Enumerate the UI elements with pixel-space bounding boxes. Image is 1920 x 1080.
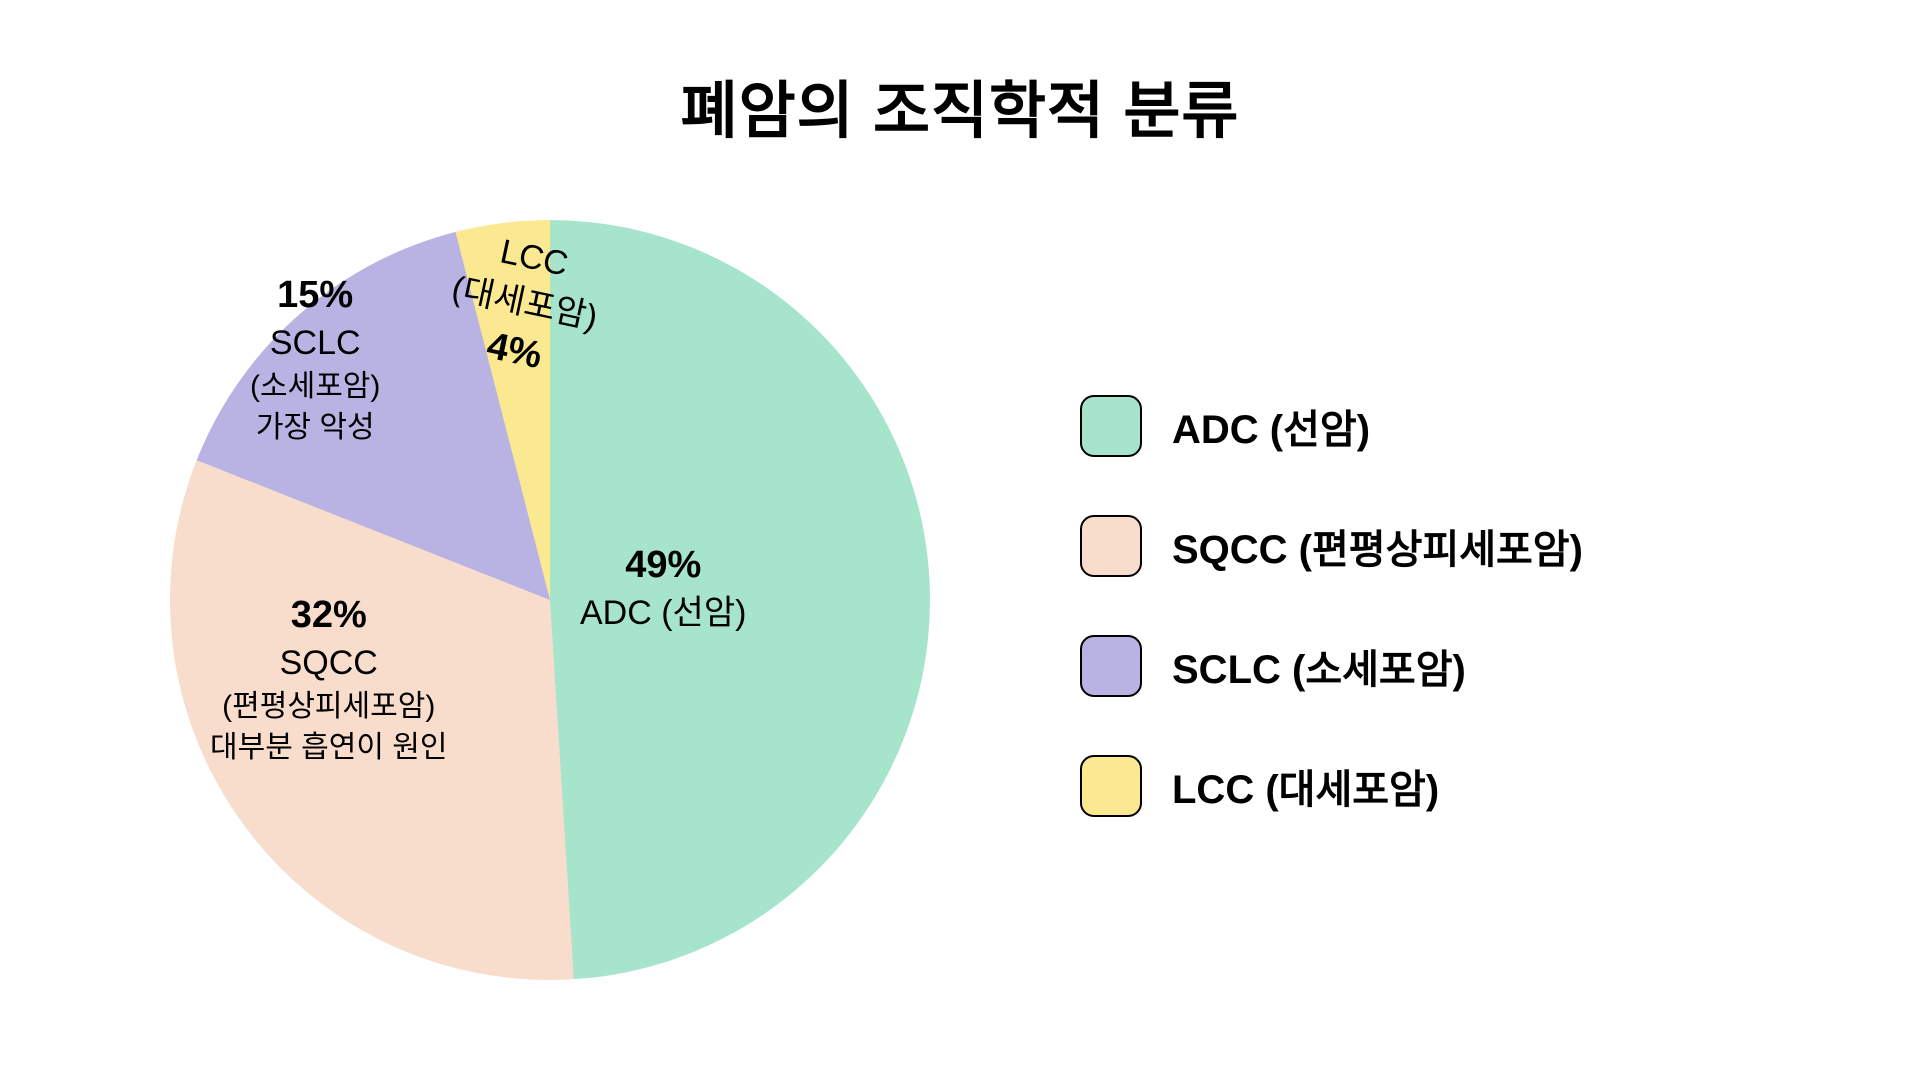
legend-item-1: SQCC (편평상피세포암) xyxy=(1080,515,1583,577)
legend-label: SCLC (소세포암) xyxy=(1172,637,1466,695)
legend-label: LCC (대세포암) xyxy=(1172,757,1439,815)
slice-label-sqcc: 32%SQCC(편평상피세포암)대부분 흡연이 원인 xyxy=(210,590,447,768)
legend-swatch xyxy=(1080,755,1142,817)
legend-swatch xyxy=(1080,515,1142,577)
legend-swatch xyxy=(1080,395,1142,457)
legend-swatch xyxy=(1080,635,1142,697)
chart-title: 폐암의 조직학적 분류 xyxy=(0,60,1920,150)
legend-item-0: ADC (선암) xyxy=(1080,395,1583,457)
slice-label-lcc: LCC(대세포암)4% xyxy=(437,221,611,392)
legend-item-2: SCLC (소세포암) xyxy=(1080,635,1583,697)
legend-item-3: LCC (대세포암) xyxy=(1080,755,1583,817)
legend-label: SQCC (편평상피세포암) xyxy=(1172,517,1583,575)
slice-label-sclc: 15%SCLC(소세포암)가장 악성 xyxy=(250,270,380,448)
pie-chart: 49%ADC (선암) 32%SQCC(편평상피세포암)대부분 흡연이 원인 15%… xyxy=(170,220,930,980)
slice-label-adc: 49%ADC (선암) xyxy=(580,540,746,637)
legend: ADC (선암) SQCC (편평상피세포암) SCLC (소세포암) LCC (대세… xyxy=(1080,395,1583,817)
legend-label: ADC (선암) xyxy=(1172,397,1370,455)
